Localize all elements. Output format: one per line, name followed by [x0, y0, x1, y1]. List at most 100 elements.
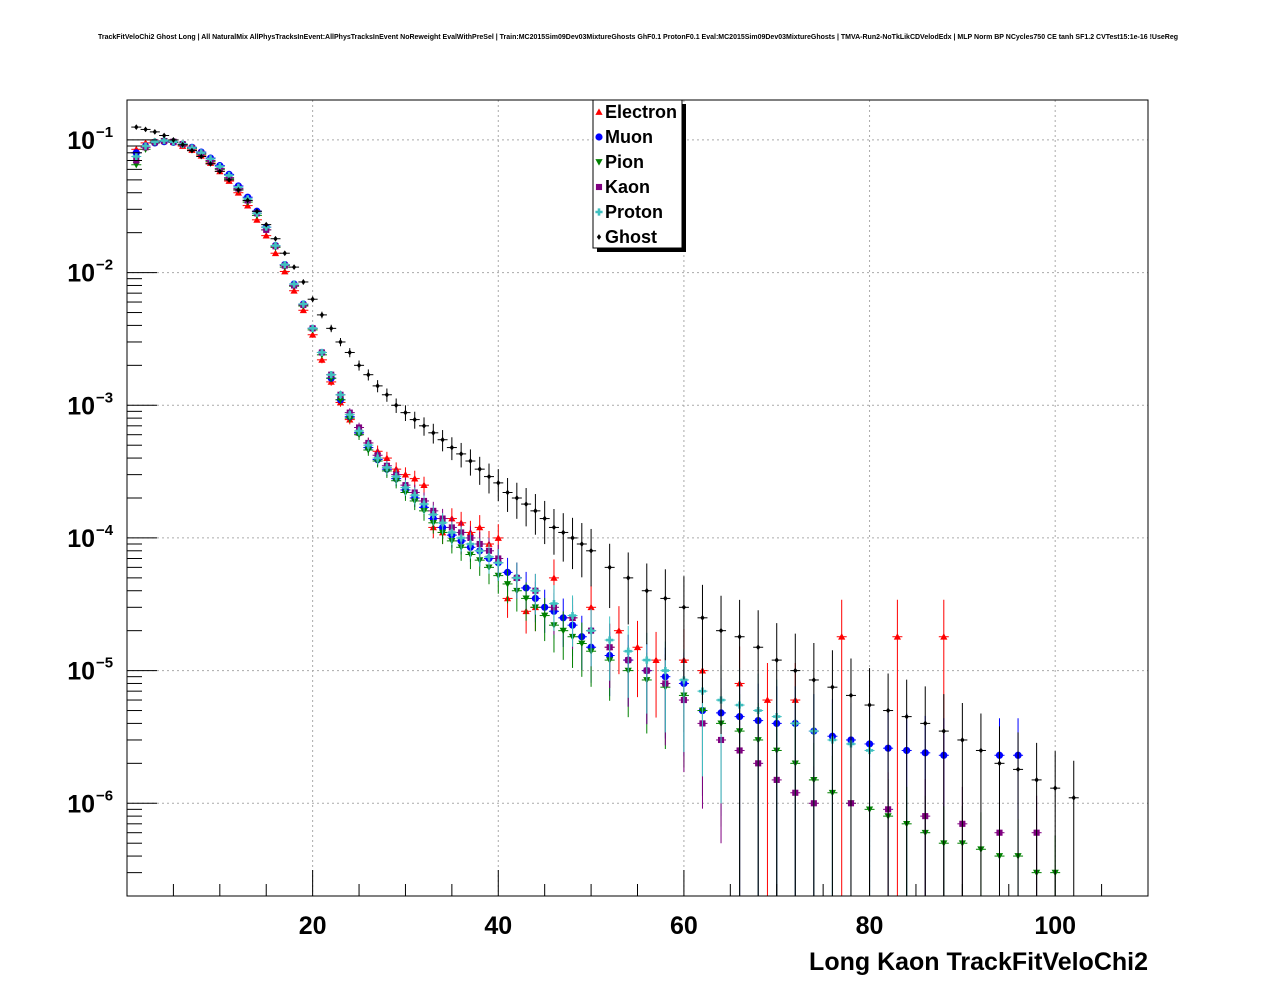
x-tick-label: 80 — [856, 912, 884, 940]
data-point — [310, 296, 315, 303]
data-point — [514, 495, 519, 501]
data-point — [476, 523, 484, 531]
data-point — [485, 553, 493, 561]
data-point — [587, 603, 595, 611]
data-point — [848, 692, 854, 699]
data-point — [893, 633, 901, 640]
data-point — [644, 587, 649, 594]
data-point — [570, 535, 575, 541]
data-point — [448, 528, 456, 537]
data-point — [327, 371, 335, 379]
data-point — [282, 250, 287, 257]
data-point — [346, 411, 354, 419]
data-point — [652, 656, 660, 663]
data-point — [290, 287, 298, 294]
data-point — [550, 574, 558, 581]
data-point — [319, 312, 325, 318]
data-point — [143, 126, 148, 133]
legend-entry-muon: Muon — [605, 127, 653, 147]
data-point — [336, 391, 345, 399]
data-point — [401, 483, 410, 492]
data-point — [940, 633, 948, 640]
y-tick-exponent: −5 — [96, 655, 113, 672]
data-point — [830, 684, 835, 691]
data-point — [273, 235, 278, 242]
data-point — [718, 627, 724, 634]
y-tick-label: 10 — [67, 790, 95, 818]
chart-title: TrackFitVeloChi2 Ghost Long | All Natura… — [98, 34, 1178, 41]
y-tick-exponent: −1 — [96, 124, 113, 141]
data-point — [161, 132, 167, 139]
data-point — [281, 267, 289, 275]
data-point — [533, 507, 538, 514]
data-point — [587, 627, 595, 635]
data-point — [523, 501, 529, 507]
data-point — [152, 129, 158, 135]
legend-marker — [595, 133, 603, 141]
data-point — [923, 720, 928, 727]
data-point — [411, 491, 419, 499]
x-tick-label: 60 — [670, 912, 698, 940]
data-point — [347, 349, 352, 356]
data-point — [541, 612, 549, 620]
y-tick-label: 10 — [67, 392, 95, 420]
data-point — [867, 702, 872, 708]
data-point — [299, 300, 307, 308]
y-tick-label: 10 — [67, 658, 95, 686]
x-axis-title: Long Kaon TrackFitVeloChi2 — [809, 948, 1148, 976]
data-point — [606, 636, 614, 644]
data-point — [763, 696, 772, 703]
data-point — [449, 444, 455, 451]
data-point — [160, 136, 168, 145]
data-point — [885, 707, 891, 714]
data-point — [522, 595, 530, 603]
data-point — [309, 331, 317, 338]
data-point — [811, 677, 817, 683]
data-point — [329, 325, 334, 332]
data-point — [132, 152, 140, 161]
data-point — [531, 587, 539, 595]
data-point — [476, 547, 484, 555]
data-point — [457, 534, 465, 542]
data-point — [559, 627, 567, 635]
data-point — [624, 647, 632, 655]
x-tick-label: 100 — [1034, 912, 1076, 940]
data-point — [254, 208, 260, 215]
data-point — [626, 574, 631, 581]
data-point — [615, 627, 623, 634]
data-point — [477, 466, 482, 473]
data-point — [468, 458, 473, 464]
data-point — [420, 500, 428, 508]
data-point — [206, 155, 215, 163]
legend-entry-ghost: Ghost — [605, 227, 657, 247]
y-tick-label: 10 — [67, 127, 95, 155]
data-point — [438, 519, 447, 527]
data-point — [318, 348, 326, 357]
legend-marker — [596, 234, 602, 240]
data-point — [607, 564, 612, 571]
data-point — [551, 524, 557, 531]
series-ghost — [131, 124, 1079, 896]
data-point — [429, 510, 437, 519]
data-point — [225, 171, 233, 180]
legend-marker — [595, 159, 603, 166]
data-point — [458, 451, 464, 457]
data-point — [338, 339, 343, 345]
data-point — [663, 595, 668, 602]
legend-marker — [595, 208, 603, 216]
data-point — [411, 475, 419, 482]
legend-entry-electron: Electron — [605, 102, 677, 122]
legend-entry-pion: Pion — [605, 152, 644, 172]
data-point — [978, 747, 984, 754]
data-point — [680, 676, 688, 684]
legend-marker — [595, 183, 603, 191]
data-point — [151, 138, 159, 146]
data-point — [262, 232, 270, 239]
data-point — [226, 176, 232, 183]
data-point — [366, 371, 371, 378]
data-point — [494, 534, 502, 541]
data-point — [1053, 785, 1058, 792]
data-point — [141, 142, 150, 150]
